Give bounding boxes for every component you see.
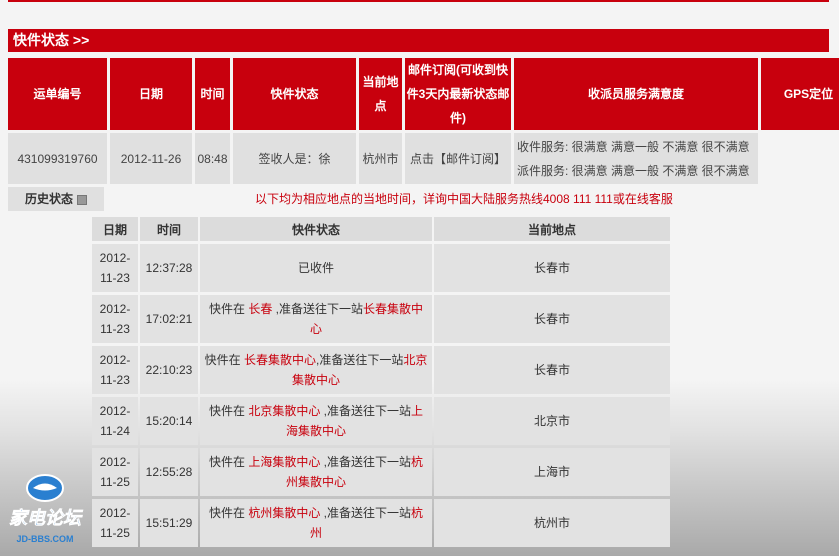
current-station: 长春 [248, 302, 273, 316]
table-row: 431099319760 2012-11-26 08:48 签收人是：徐 杭州市… [8, 133, 839, 184]
time: 15:51:29 [140, 499, 198, 547]
svg-text:JD-BBS.COM: JD-BBS.COM [16, 534, 73, 544]
date: 2012- 11-23 [92, 244, 138, 292]
status-prefix: 快件在 [208, 404, 249, 418]
time: 17:02:21 [140, 295, 198, 343]
gps-cell [761, 133, 839, 184]
history-status-toggle[interactable]: 历史状态 [8, 187, 104, 211]
table-row: 2012- 11-25 15:51:29 快件在 杭州集散中心 ,准备送往下一站杭… [92, 499, 670, 547]
col-time: 时间 [140, 217, 198, 241]
status: 快件在 长春 ,准备送往下一站长春集散中心 [200, 295, 432, 343]
top-bar [8, 0, 829, 2]
table-row: 2012- 11-23 22:10:23 快件在 长春集散中心,准备送往下一站北京… [92, 346, 670, 394]
location: 北京市 [434, 397, 670, 445]
expand-icon [77, 194, 87, 205]
status: 快件在 长春集散中心,准备送往下一站北京集散中心 [200, 346, 432, 394]
table-row: 2012- 11-25 12:55:28 快件在 上海集散中心 ,准备送往下一站杭… [92, 448, 670, 496]
col-subscribe: 邮件订阅(可收到快件3天内最新状态邮件) [405, 58, 511, 130]
tracking-table: 运单编号 日期 时间 快件状态 当前地点 邮件订阅(可收到快件3天内最新状态邮件… [5, 55, 839, 187]
status-prefix: 快件在 [204, 353, 244, 367]
status-mid: ,准备送往下一站 [320, 404, 411, 418]
date: 2012- 11-25 [92, 448, 138, 496]
history-label: 历史状态 [24, 192, 73, 206]
time: 22:10:23 [140, 346, 198, 394]
date-text: 2012- 11-23 [99, 302, 131, 336]
time: 15:20:14 [140, 397, 198, 445]
pickup-satisfaction[interactable]: 收件服务: 很满意 满意一般 不满意 很不满意 [517, 139, 750, 154]
next-station: 长春集散中心 [309, 302, 424, 336]
status-mid: ,准备送往下一站 [320, 455, 411, 469]
status-prefix: 快件在 [208, 506, 249, 520]
date-text: 2012- 11-23 [99, 353, 131, 387]
date-text: 2012- 11-24 [99, 404, 131, 438]
table-row: 2012- 11-23 12:37:28 已收件 长春市 [92, 244, 670, 292]
current-station: 长春集散中心 [243, 353, 316, 367]
col-date: 日期 [92, 217, 138, 241]
time: 12:55:28 [140, 448, 198, 496]
next-station: 杭州集散中心 [285, 455, 424, 489]
location: 上海市 [434, 448, 670, 496]
status: 快件在 上海集散中心 ,准备送往下一站杭州集散中心 [200, 448, 432, 496]
status-prefix: 已收件 [297, 261, 334, 275]
date-text: 2012- 11-25 [99, 506, 131, 540]
date: 2012-11-26 [110, 133, 192, 184]
date-text: 2012- 11-23 [99, 251, 131, 285]
status: 快件在 杭州集散中心 ,准备送往下一站杭州 [200, 499, 432, 547]
status: 签收人是：徐 [233, 133, 356, 184]
section-title: 快件状态 >> [8, 29, 829, 52]
location: 长春市 [434, 295, 670, 343]
location: 长春市 [434, 244, 670, 292]
jd-bbs-watermark-logo: 家电论坛 JD-BBS.COM [9, 474, 83, 544]
next-station: 上海集散中心 [285, 404, 424, 438]
col-time: 时间 [195, 58, 230, 130]
status-mid: ,准备送往下一站 [320, 506, 411, 520]
next-station: 北京集散中心 [291, 353, 428, 387]
location: 杭州市 [434, 499, 670, 547]
email-subscribe-link[interactable]: 点击【邮件订阅】 [405, 133, 511, 184]
status: 快件在 北京集散中心 ,准备送往下一站上海集散中心 [200, 397, 432, 445]
time: 08:48 [195, 133, 230, 184]
next-station: 杭州 [309, 506, 424, 540]
col-location: 当前地点 [359, 58, 402, 130]
status-mid: ,准备送往下一站 [316, 353, 404, 367]
date: 2012- 11-23 [92, 346, 138, 394]
col-waybill: 运单编号 [8, 58, 107, 130]
table-row: 2012- 11-23 17:02:21 快件在 长春 ,准备送往下一站长春集散中… [92, 295, 670, 343]
date: 2012- 11-24 [92, 397, 138, 445]
delivery-satisfaction[interactable]: 派件服务: 很满意 满意一般 不满意 很不满意 [517, 163, 750, 178]
status: 已收件 [200, 244, 432, 292]
status-prefix: 快件在 [208, 302, 249, 316]
current-station: 上海集散中心 [248, 455, 321, 469]
svg-text:家电论坛: 家电论坛 [9, 508, 83, 528]
waybill-number: 431099319760 [8, 133, 107, 184]
current-station: 北京集散中心 [248, 404, 321, 418]
date: 2012- 11-23 [92, 295, 138, 343]
col-gps: GPS定位 [761, 58, 839, 130]
timezone-notice: 以下均为相应地点的当地时间，详询中国大陆服务热线4008 111 111或在线客… [255, 192, 673, 206]
table-row: 2012- 11-24 15:20:14 快件在 北京集散中心 ,准备送往下一站上… [92, 397, 670, 445]
status-prefix: 快件在 [208, 455, 249, 469]
time: 12:37:28 [140, 244, 198, 292]
current-station: 杭州集散中心 [248, 506, 321, 520]
date: 2012- 11-25 [92, 499, 138, 547]
col-date: 日期 [110, 58, 192, 130]
col-status: 快件状态 [233, 58, 356, 130]
location: 长春市 [434, 346, 670, 394]
col-satisfaction: 收派员服务满意度 [514, 58, 758, 130]
status-mid: ,准备送往下一站 [272, 302, 363, 316]
history-table: 日期 时间 快件状态 当前地点 2012- 11-23 12:37:28 已收件 … [90, 214, 672, 550]
location: 杭州市 [359, 133, 402, 184]
col-location: 当前地点 [434, 217, 670, 241]
date-text: 2012- 11-25 [99, 455, 131, 489]
col-status: 快件状态 [200, 217, 432, 241]
